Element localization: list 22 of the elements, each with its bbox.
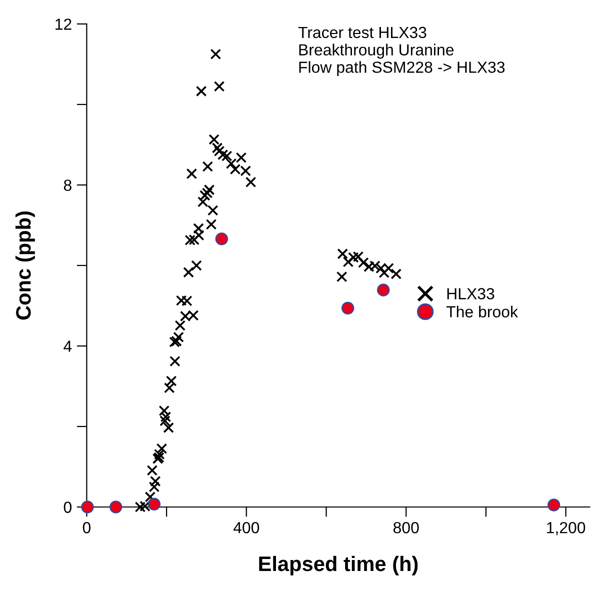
point xyxy=(81,500,94,514)
point xyxy=(376,284,390,296)
point xyxy=(148,498,161,511)
annotation: Tracer test HLX33 xyxy=(298,26,426,38)
y-tick-label: 4 xyxy=(64,340,72,352)
annotation: Breakthrough Uranine xyxy=(299,44,454,59)
x-tick-label: 1,200 xyxy=(547,522,586,536)
x-tick-label: 400 xyxy=(233,522,260,534)
x-tick-label: 0 xyxy=(82,522,91,534)
point xyxy=(547,498,560,512)
x-tick-label: 800 xyxy=(393,522,419,534)
y-axis-title: Conc (ppb) xyxy=(15,212,35,320)
y-tick-label: 8 xyxy=(64,180,72,191)
y-tick-label: 0 xyxy=(64,502,72,513)
point xyxy=(341,302,354,315)
annotation: Flow path SSM228 -> HLX33 xyxy=(299,61,505,76)
legend-label: The brook xyxy=(446,306,518,318)
legend-label: HLX33 xyxy=(447,288,494,300)
y-tick-label: 12 xyxy=(56,18,72,30)
point xyxy=(109,500,122,514)
x-axis-title: Elapsed time (h) xyxy=(259,556,418,576)
point xyxy=(215,232,228,246)
